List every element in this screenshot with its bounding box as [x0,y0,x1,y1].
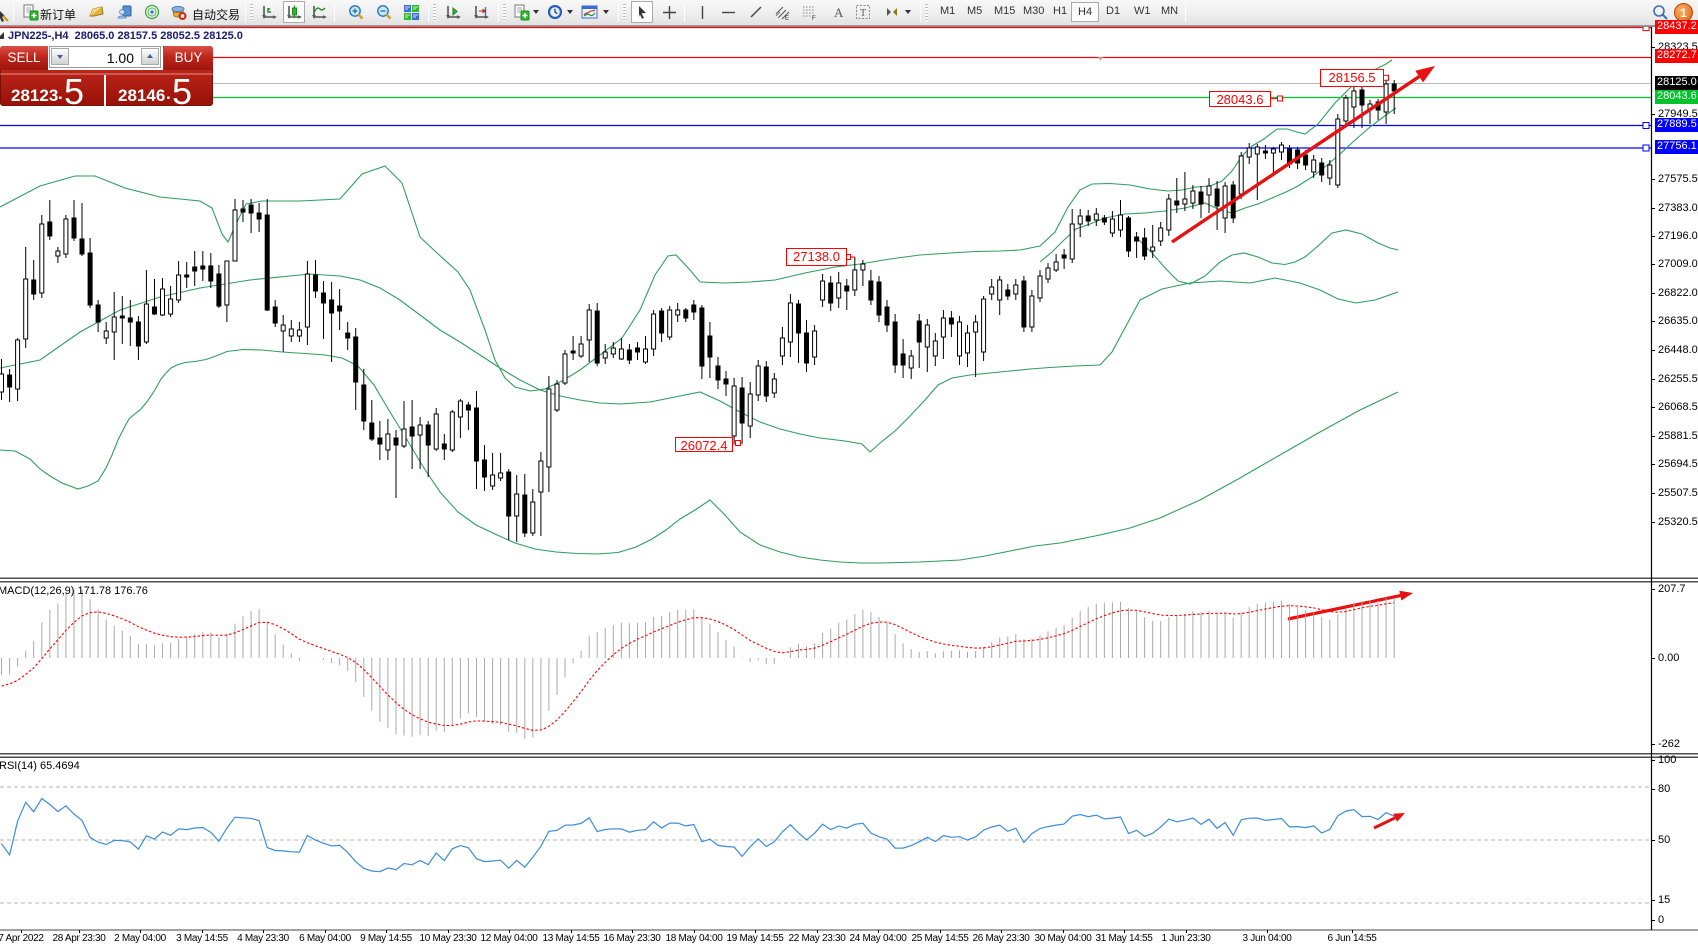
svg-text:E: E [785,16,789,21]
svg-text:F: F [812,16,816,21]
svg-text:T: T [860,8,866,19]
svg-text:A: A [834,5,844,20]
